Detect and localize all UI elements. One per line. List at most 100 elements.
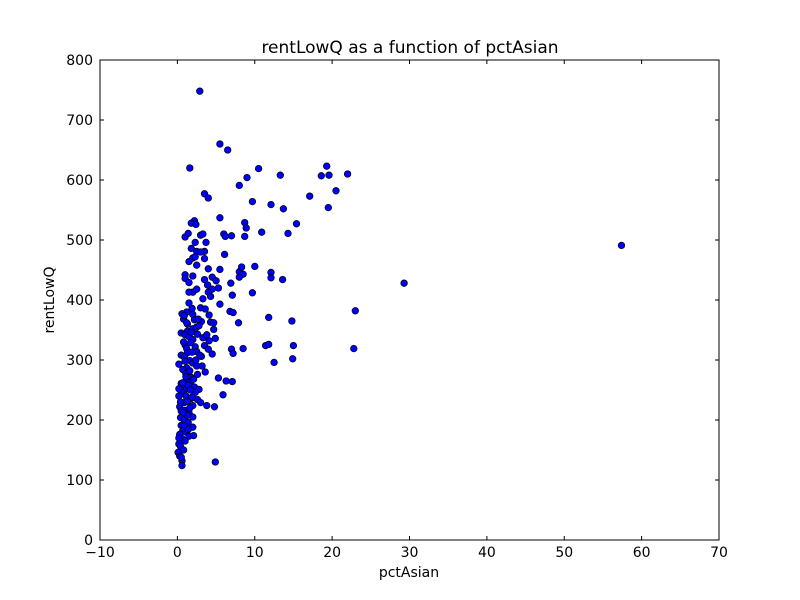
data-point [179, 409, 188, 417]
data-point [317, 172, 325, 180]
data-point [220, 250, 229, 259]
x-tick-label: 10 [246, 545, 264, 561]
y-tick-label: 800 [66, 53, 93, 69]
data-point [175, 385, 183, 393]
data-point [196, 398, 205, 407]
data-point [189, 272, 197, 280]
data-point [203, 281, 212, 289]
data-point [265, 340, 273, 349]
x-tick-label: 30 [401, 545, 419, 561]
data-point [228, 377, 236, 386]
data-point [227, 279, 235, 287]
y-tick-label: 700 [66, 113, 93, 129]
data-point [204, 194, 212, 202]
x-tick-label: 70 [710, 545, 728, 561]
data-point [267, 200, 275, 209]
y-tick-label: 200 [66, 413, 93, 429]
data-point [216, 140, 224, 148]
data-point [186, 367, 194, 375]
data-point [189, 431, 198, 440]
data-point [204, 345, 212, 353]
y-tick-label: 500 [66, 233, 93, 249]
x-tick-label: 50 [555, 545, 573, 561]
data-point [201, 368, 209, 376]
data-point [278, 275, 287, 284]
data-point [254, 164, 263, 173]
data-point [208, 350, 216, 358]
data-point [193, 330, 202, 338]
data-point [181, 357, 189, 365]
data-point [205, 311, 213, 319]
data-point [210, 319, 218, 327]
data-point [323, 162, 331, 170]
data-point [195, 322, 203, 330]
data-point [216, 214, 224, 222]
y-tick-label: 600 [66, 173, 93, 189]
data-point [237, 263, 246, 271]
data-point [186, 386, 195, 394]
data-point [199, 230, 207, 238]
x-tick-label: 60 [633, 545, 651, 561]
y-tick-label: 400 [66, 293, 93, 309]
data-point [196, 87, 204, 95]
data-point [241, 232, 249, 241]
data-point [270, 358, 278, 367]
data-point [239, 344, 247, 353]
data-point [229, 349, 237, 358]
data-point [221, 232, 229, 241]
data-point [227, 232, 236, 240]
data-point [248, 197, 257, 206]
data-point [234, 319, 243, 327]
data-point [185, 288, 193, 296]
data-point [202, 238, 210, 247]
data-point [216, 265, 224, 274]
data-point [188, 393, 196, 401]
data-point [289, 341, 298, 350]
data-point [177, 453, 185, 461]
data-point [289, 355, 297, 363]
data-point [222, 377, 230, 385]
data-point [191, 253, 199, 261]
data-point [188, 348, 196, 356]
y-tick-label: 100 [66, 473, 93, 489]
data-points [174, 87, 626, 470]
data-point [219, 391, 227, 399]
data-point [265, 313, 273, 322]
data-point [185, 278, 193, 287]
plot-frame [99, 59, 720, 541]
x-tick-label: 40 [478, 545, 496, 561]
data-point [196, 351, 204, 359]
data-point [200, 254, 209, 263]
data-point [210, 403, 219, 411]
y-tick-label: 300 [66, 353, 93, 369]
data-point [332, 187, 340, 195]
data-point [292, 220, 301, 228]
data-point [288, 317, 296, 325]
data-point [185, 257, 193, 266]
data-point [200, 275, 209, 284]
data-point [178, 461, 186, 470]
data-point [267, 274, 275, 282]
data-point [212, 277, 220, 285]
data-point [211, 458, 219, 466]
data-point [179, 379, 187, 387]
data-point [229, 308, 237, 317]
data-point [617, 241, 626, 250]
data-point [203, 331, 211, 339]
data-point [203, 401, 211, 410]
data-point [248, 289, 257, 297]
data-point [193, 370, 202, 379]
data-point [279, 205, 288, 213]
y-axis-label: rentLowQ [42, 266, 58, 333]
y-tick-label: 0 [84, 533, 93, 549]
data-point [216, 300, 224, 308]
data-point [187, 328, 195, 337]
data-point [343, 170, 352, 178]
data-point [198, 362, 206, 370]
data-point [235, 273, 243, 281]
data-point [214, 284, 223, 292]
data-point [243, 173, 251, 182]
x-axis-label: pctAsian [379, 565, 439, 581]
